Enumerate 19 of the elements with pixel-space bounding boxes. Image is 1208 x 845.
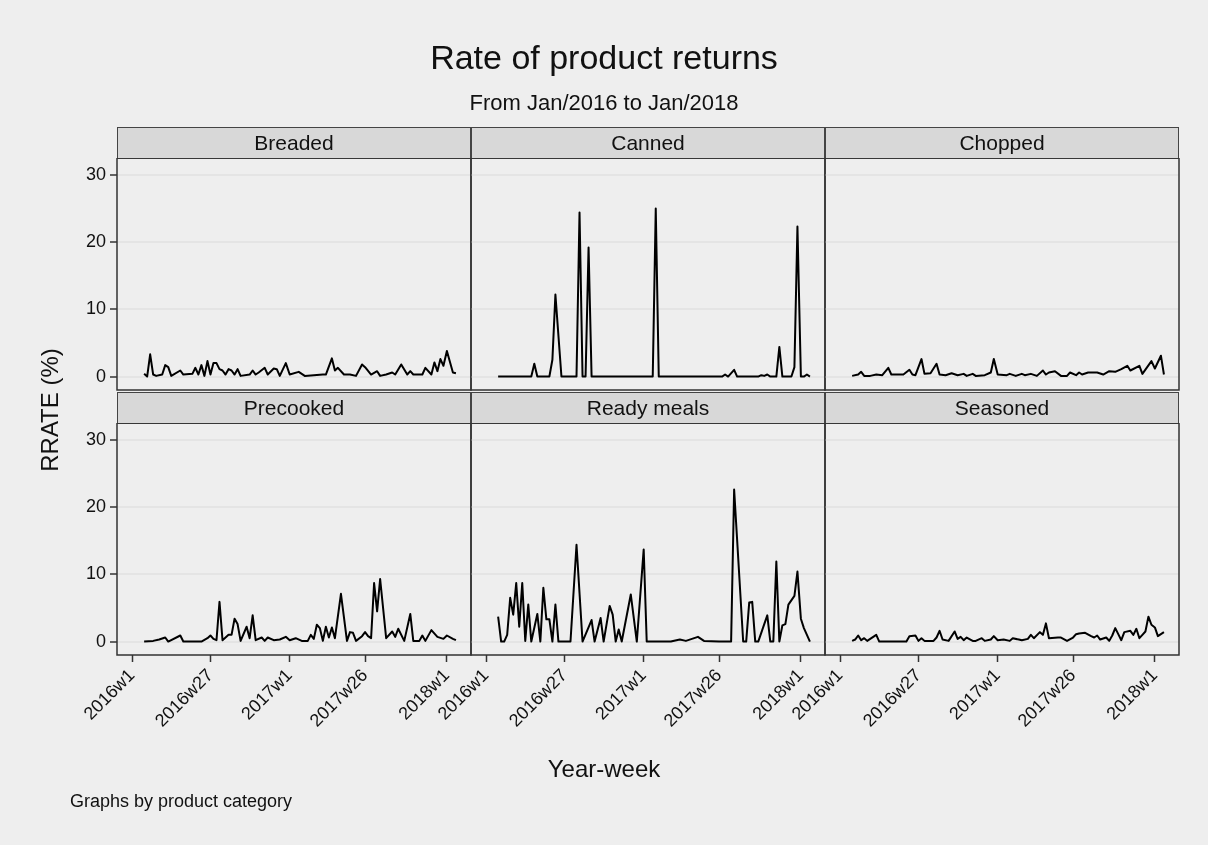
- text: Ready meals: [471, 392, 825, 424]
- y-tick-label: 0: [95, 630, 106, 651]
- text: Seasoned: [825, 392, 1179, 424]
- y-axis-title: RRATE (%): [36, 348, 64, 472]
- text: Graphs by product category: [70, 791, 293, 812]
- chart-subtitle: From Jan/2016 to Jan/2018: [468, 90, 740, 116]
- text: Canned: [471, 127, 825, 159]
- text: Precooked: [117, 392, 471, 424]
- y-tick-label: 30: [85, 428, 106, 449]
- x-axis-title: Year-week: [546, 755, 662, 783]
- y-tick-label: 20: [85, 496, 106, 517]
- y-tick-label: 10: [85, 563, 106, 584]
- y-tick-label: 10: [85, 298, 106, 319]
- y-tick-label: 30: [85, 163, 106, 184]
- text: Breaded: [117, 127, 471, 159]
- y-tick-label: 0: [95, 365, 106, 386]
- chart-title: Rate of product returns: [429, 38, 779, 77]
- y-tick-label: 20: [85, 231, 106, 252]
- text: Chopped: [825, 127, 1179, 159]
